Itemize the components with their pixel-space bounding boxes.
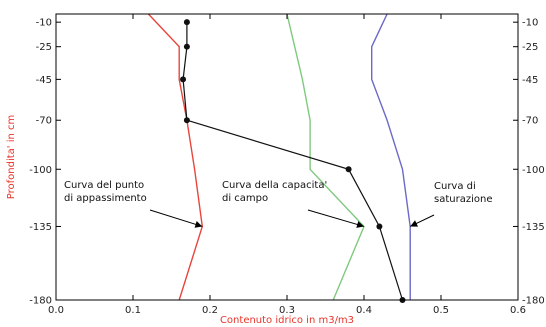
- x-axis-label: Contenuto idrico in m3/m3: [220, 315, 354, 326]
- series-line-1: [286, 13, 365, 301]
- series-3-point-1: [183, 43, 190, 50]
- annotation-line: Curva del punto: [64, 180, 144, 191]
- x-tick-label: 0.0: [48, 305, 64, 316]
- series-layer: [147, 13, 411, 303]
- series-3-point-5: [376, 223, 383, 230]
- series-line-0: [147, 13, 204, 301]
- y-tick-label-right: -10: [522, 18, 538, 29]
- y-tick-label-right: -45: [522, 75, 538, 86]
- y-tick-label: -10: [36, 18, 52, 29]
- x-tick-label: 0.6: [510, 305, 526, 316]
- annotation-line: saturazione: [434, 194, 492, 205]
- y-tick-label: -180: [29, 296, 52, 307]
- ticks-layer: 0.0 0.1 0.2 0.3 0.4 0.5 0.6 -10 -10 -25 -25 -45 -45 -…: [29, 14, 545, 316]
- x-tick-label: 0.5: [433, 305, 449, 316]
- y-tick-label-right: -180: [522, 296, 545, 307]
- annotation-line: di appassimento: [64, 193, 147, 204]
- annotation-arrow: [307, 209, 365, 227]
- y-tick-label-right: -25: [522, 42, 538, 53]
- annotation-1: Curva della capacita' di campo: [222, 180, 327, 204]
- y-tick-label: -100: [29, 165, 52, 176]
- series-3-point-2: [180, 76, 187, 83]
- annotation-arrowhead: [410, 220, 419, 227]
- y-tick-label-right: -135: [522, 222, 545, 233]
- annotation-2: Curva di saturazione: [434, 181, 492, 205]
- annotation-arrowhead: [356, 221, 364, 228]
- annotation-arrow: [149, 209, 203, 227]
- annotation-arrowhead: [194, 221, 203, 228]
- y-tick-label: -135: [29, 222, 52, 233]
- x-tick-label: 0.1: [125, 305, 141, 316]
- annotation-line: Curva di: [434, 181, 476, 192]
- x-tick-label: 0.4: [356, 305, 372, 316]
- x-tick-label: 0.3: [279, 305, 295, 316]
- y-tick-label-right: -100: [522, 165, 545, 176]
- series-line-3: [182, 22, 404, 301]
- x-tick-label: 0.2: [202, 305, 218, 316]
- y-tick-label: -25: [36, 42, 52, 53]
- annotation-line: Curva della capacita': [222, 180, 327, 191]
- y-tick-label: -45: [36, 75, 52, 86]
- annotation-0: Curva del punto di appassimento: [64, 180, 147, 204]
- series-3-point-0: [183, 19, 190, 26]
- y-tick-label: -70: [36, 116, 52, 127]
- annotation-line: di campo: [222, 193, 268, 204]
- y-axis-label: Profondita' in cm: [6, 115, 17, 199]
- annotations-layer: Curva del punto di appassimento Curva dell…: [64, 180, 492, 228]
- plot-frame: [55, 13, 519, 301]
- series-line-2: [371, 13, 411, 300]
- series-3-point-3: [183, 117, 190, 124]
- y-tick-label-right: -70: [522, 116, 538, 127]
- series-3-point-4: [345, 166, 352, 173]
